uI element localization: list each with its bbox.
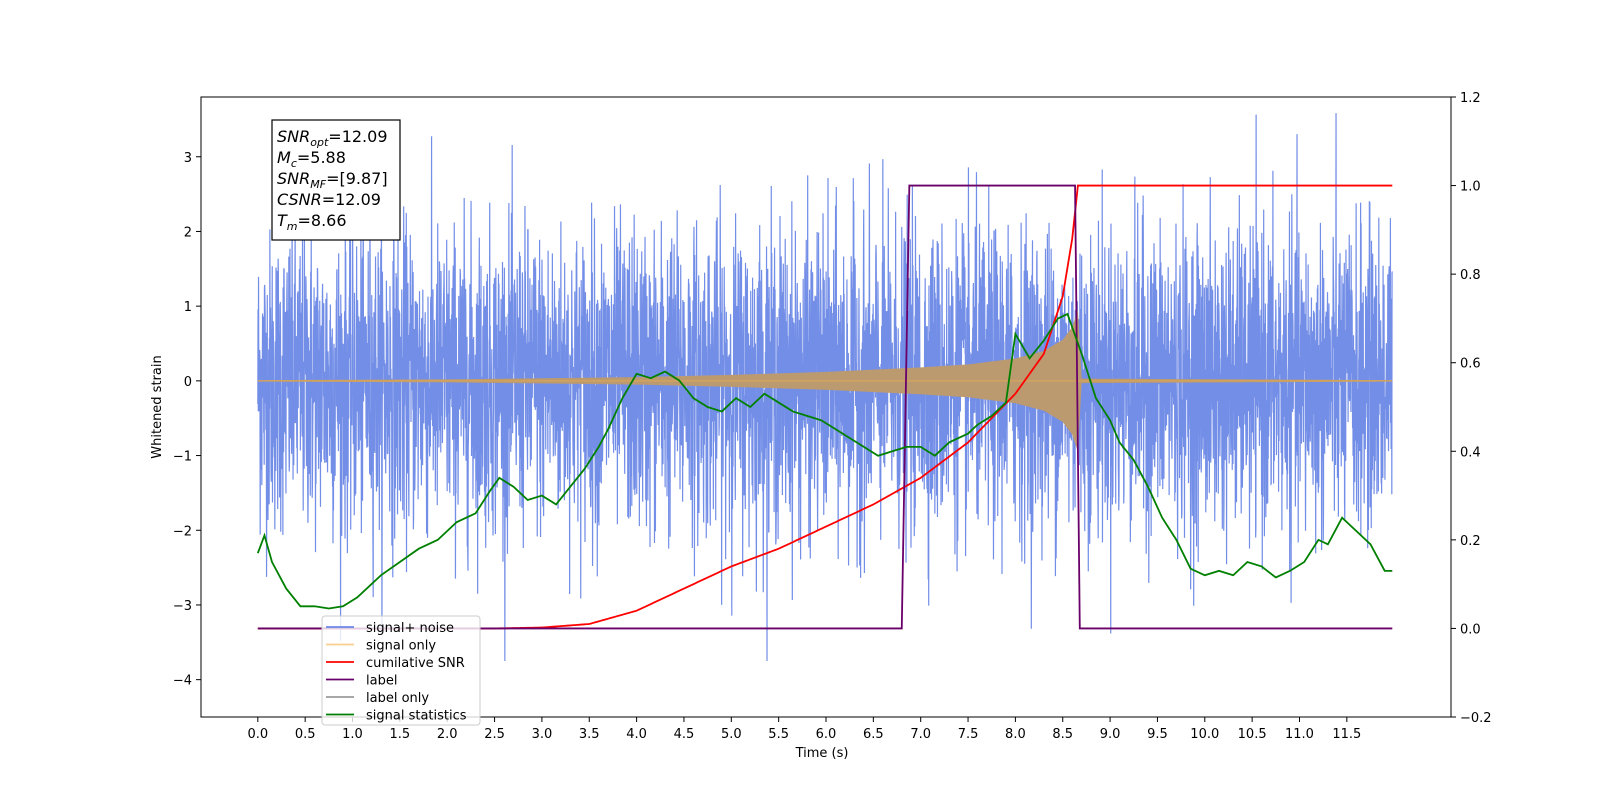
info-subscript: MF <box>310 178 326 191</box>
info-value: =12.09 <box>322 190 381 209</box>
info-value: =8.66 <box>298 211 347 230</box>
y-axis-right: 1.2 1.0 0.8 0.6 0.4 0.2 0.0 −0.2 <box>1451 91 1492 726</box>
info-subscript: c <box>291 157 297 170</box>
x-tick-label: 8.5 <box>1052 727 1073 742</box>
x-tick-label: 0.5 <box>295 727 316 742</box>
x-tick-label: 5.5 <box>768 727 789 742</box>
legend-label: signal+ noise <box>366 621 454 636</box>
series-signal-noise-line <box>257 113 1393 661</box>
x-tick-label: 4.0 <box>626 727 647 742</box>
y-tick-label: −4 <box>173 674 192 689</box>
info-symbol: T <box>277 211 288 230</box>
series-signal-statistics-line <box>256 312 1393 610</box>
info-line: SNRopt=12.09 <box>277 127 388 149</box>
series-label-line <box>257 184 1393 630</box>
y2-tick-label: −0.2 <box>1460 711 1492 726</box>
x-tick-label: 4.5 <box>674 727 695 742</box>
info-line: SNRMF=[9.87] <box>277 169 388 191</box>
info-box: SNRopt=12.09Mc=5.88SNRMF=[9.87]CSNR=12.0… <box>271 119 401 241</box>
info-box-frame <box>271 119 401 241</box>
y2-tick-label: 0.4 <box>1460 445 1481 460</box>
x-tick-label: 10.0 <box>1190 727 1219 742</box>
x-tick-label: 3.0 <box>532 727 553 742</box>
y2-tick-label: 0.6 <box>1460 357 1481 372</box>
info-value: =[9.87] <box>326 169 388 188</box>
info-line: CSNR=12.09 <box>277 190 381 209</box>
y-axis-title: Whitened strain <box>150 355 165 458</box>
legend-label: label only <box>366 691 429 706</box>
info-value: =5.88 <box>297 148 346 167</box>
x-tick-label: 11.0 <box>1285 727 1314 742</box>
y-tick-label: −2 <box>173 524 192 539</box>
x-axis-title: Time (s) <box>795 746 849 761</box>
x-tick-label: 2.0 <box>437 727 458 742</box>
y-tick-label: 0 <box>184 375 192 390</box>
info-symbol: SNR <box>277 169 310 188</box>
x-tick-label: 6.0 <box>816 727 837 742</box>
legend-label: signal only <box>366 639 436 654</box>
y-tick-label: 3 <box>184 151 192 166</box>
x-tick-label: 9.5 <box>1147 727 1168 742</box>
x-tick-label: 2.5 <box>484 727 505 742</box>
y-tick-label: 1 <box>184 300 192 315</box>
y-axis-left: 3 2 1 0 −1 −2 −3 −4 <box>173 151 201 689</box>
x-tick-label: 0.0 <box>247 727 268 742</box>
y2-tick-label: 1.0 <box>1460 180 1481 195</box>
info-line: Tm=8.66 <box>277 211 347 233</box>
x-tick-label: 1.0 <box>342 727 363 742</box>
info-subscript: opt <box>310 136 329 149</box>
x-tick-label: 7.5 <box>958 727 979 742</box>
y-tick-label: −3 <box>173 599 192 614</box>
info-symbol: M <box>277 148 291 167</box>
info-line: Mc=5.88 <box>277 148 346 170</box>
legend-label: signal statistics <box>366 709 467 724</box>
info-symbol: SNR <box>277 127 310 146</box>
x-tick-label: 7.0 <box>910 727 931 742</box>
info-symbol: CSNR <box>277 190 322 209</box>
y2-tick-label: 0.2 <box>1460 534 1481 549</box>
y-tick-label: 2 <box>184 225 192 240</box>
legend-label: cumilative SNR <box>366 656 465 671</box>
x-tick-label: 11.5 <box>1332 727 1361 742</box>
legend-label: label <box>366 674 397 689</box>
x-tick-label: 8.0 <box>1005 727 1026 742</box>
y-tick-label: −1 <box>173 450 192 465</box>
x-tick-label: 6.5 <box>863 727 884 742</box>
y2-tick-label: 1.2 <box>1460 91 1481 106</box>
x-tick-label: 9.0 <box>1100 727 1121 742</box>
legend: signal+ noise signal only cumilative SNR la… <box>321 615 481 726</box>
info-value: =12.09 <box>328 127 387 146</box>
x-axis: 0.0 0.5 1.0 1.5 2.0 2.5 3.0 3.5 4.0 4.5 5.0 5.5 6.0 6… <box>247 717 1361 742</box>
info-subscript: m <box>287 220 298 233</box>
x-tick-label: 3.5 <box>579 727 600 742</box>
legend-frame <box>321 615 481 726</box>
y2-tick-label: 0.0 <box>1460 622 1481 637</box>
y2-tick-label: 0.8 <box>1460 268 1481 283</box>
x-tick-label: 1.5 <box>390 727 411 742</box>
x-tick-label: 10.5 <box>1238 727 1267 742</box>
x-tick-label: 5.0 <box>721 727 742 742</box>
